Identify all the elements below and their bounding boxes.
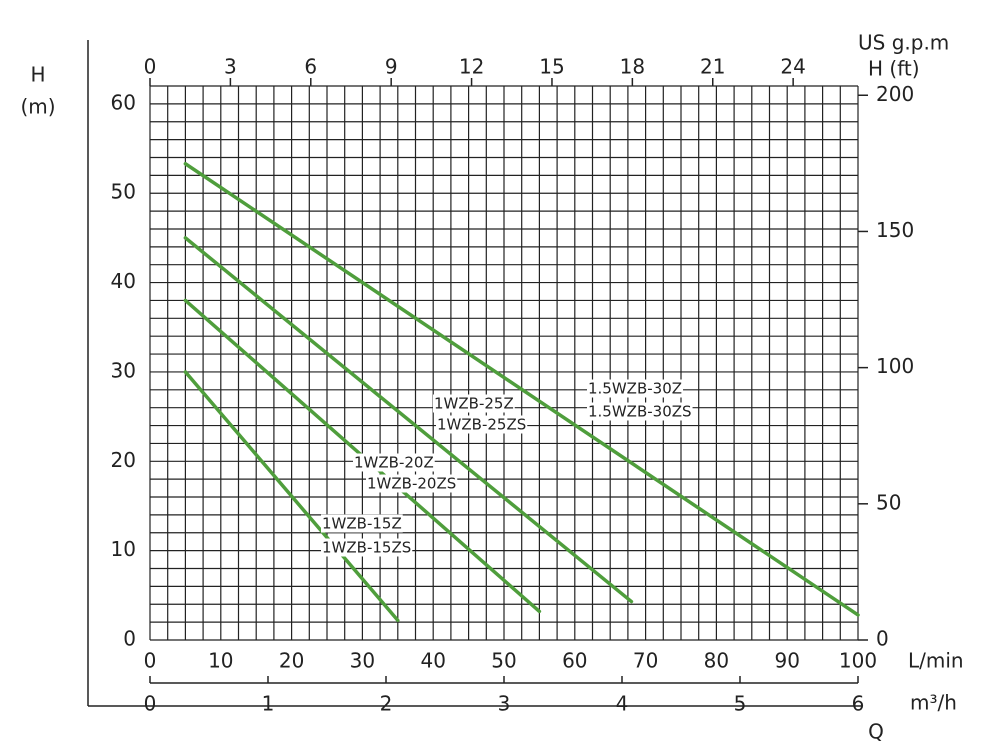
- y2-tick-label: 50: [876, 490, 901, 514]
- y-tick-label: 30: [111, 358, 136, 382]
- x-tick-label: 10: [208, 649, 233, 673]
- label-background: [353, 453, 435, 472]
- y-tick-label: 50: [111, 180, 136, 204]
- y2-tick-label: 150: [876, 218, 914, 242]
- x2-tick-label: 6: [304, 55, 317, 79]
- label-background: [433, 394, 515, 413]
- x2-tick-label: 0: [144, 55, 157, 79]
- x-tick-label: 60: [562, 649, 587, 673]
- x2-tick-label: 24: [780, 55, 805, 79]
- label-background: [321, 538, 413, 557]
- y2-label: H (ft): [868, 57, 920, 81]
- y2-tick-label: 200: [876, 82, 914, 106]
- curve-label: 1.5WZB-30ZS: [588, 403, 692, 421]
- y2-tick-label: 0: [876, 627, 889, 651]
- x-tick-label: 70: [633, 649, 658, 673]
- q-label: Q: [868, 720, 884, 744]
- curve-label: 1WZB-25ZS: [437, 416, 526, 434]
- pump-curve: [183, 161, 860, 617]
- x-tick-label: 40: [420, 649, 445, 673]
- x2-tick-label: 9: [385, 55, 398, 79]
- y-tick-label: 60: [111, 90, 136, 114]
- curve-label: 1WZB-15ZS: [322, 539, 411, 557]
- x3-tick-label: 5: [734, 692, 747, 716]
- x3-label: m³/h: [910, 691, 957, 715]
- pump-curve: [183, 370, 400, 623]
- x2-tick-label: 15: [539, 55, 564, 79]
- y-label: H: [30, 63, 45, 87]
- x-tick-label: 80: [704, 649, 729, 673]
- x2-tick-label: 18: [620, 55, 645, 79]
- x3-tick-label: 1: [262, 692, 275, 716]
- pump-curve: [183, 236, 634, 604]
- label-background: [436, 415, 528, 434]
- x-tick-label: 0: [144, 649, 157, 673]
- curve-label: 1WZB-25Z: [434, 395, 514, 413]
- y-tick-label: 20: [111, 448, 136, 472]
- curve-label: 1.5WZB-30Z: [588, 380, 682, 398]
- x2-tick-label: 3: [224, 55, 237, 79]
- label-background: [321, 514, 403, 533]
- x-tick-label: 100: [839, 649, 877, 673]
- x-tick-label: 50: [491, 649, 516, 673]
- x2-label: US g.p.m: [858, 31, 949, 55]
- x3-tick-label: 6: [852, 692, 865, 716]
- label-background: [587, 402, 693, 421]
- x3-tick-label: 2: [380, 692, 393, 716]
- y2-tick-label: 100: [876, 354, 914, 378]
- x-tick-label: 20: [279, 649, 304, 673]
- x-tick-label: 90: [774, 649, 799, 673]
- x3-tick-label: 3: [498, 692, 511, 716]
- x-label: L/min: [908, 649, 964, 673]
- y-tick-label: 0: [123, 627, 136, 651]
- x2-tick-label: 12: [459, 55, 484, 79]
- label-background: [587, 379, 684, 398]
- x3-tick-label: 4: [616, 692, 629, 716]
- curve-label: 1WZB-15Z: [322, 515, 402, 533]
- curve-label: 1WZB-20ZS: [367, 475, 456, 493]
- y-tick-label: 10: [111, 537, 136, 561]
- curve-label: 1WZB-20Z: [354, 454, 434, 472]
- y-label-unit: (m): [20, 95, 55, 119]
- x3-tick-label: 0: [144, 692, 157, 716]
- x2-tick-label: 21: [700, 55, 725, 79]
- label-background: [366, 474, 458, 493]
- y-tick-label: 40: [111, 269, 136, 293]
- x-tick-label: 30: [350, 649, 375, 673]
